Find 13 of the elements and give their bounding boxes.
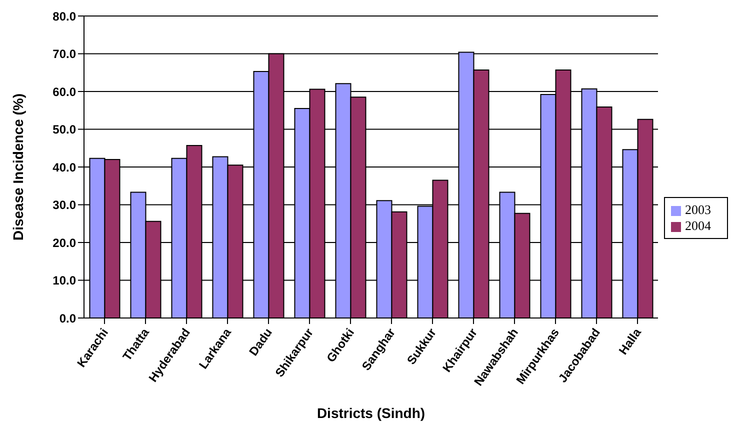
- x-axis-title: Districts (Sindh): [316, 405, 426, 421]
- y-tick-label: 30.0: [52, 198, 76, 212]
- y-tick-label: 70.0: [52, 47, 76, 62]
- y-tick-label: 80.0: [52, 9, 76, 24]
- y-tick-label: 40.0: [52, 160, 76, 174]
- y-tick-label: 0.0: [59, 311, 76, 326]
- y-tick-label: 10.0: [52, 274, 76, 288]
- legend-label: 2004: [685, 218, 711, 233]
- legend-label: 2003: [685, 202, 711, 217]
- y-tick-label: 20.0: [52, 236, 76, 250]
- y-axis-title: Disease Incidence (%): [10, 93, 26, 241]
- y-tick-label: 60.0: [52, 84, 76, 99]
- y-tick-label: 50.0: [52, 122, 76, 137]
